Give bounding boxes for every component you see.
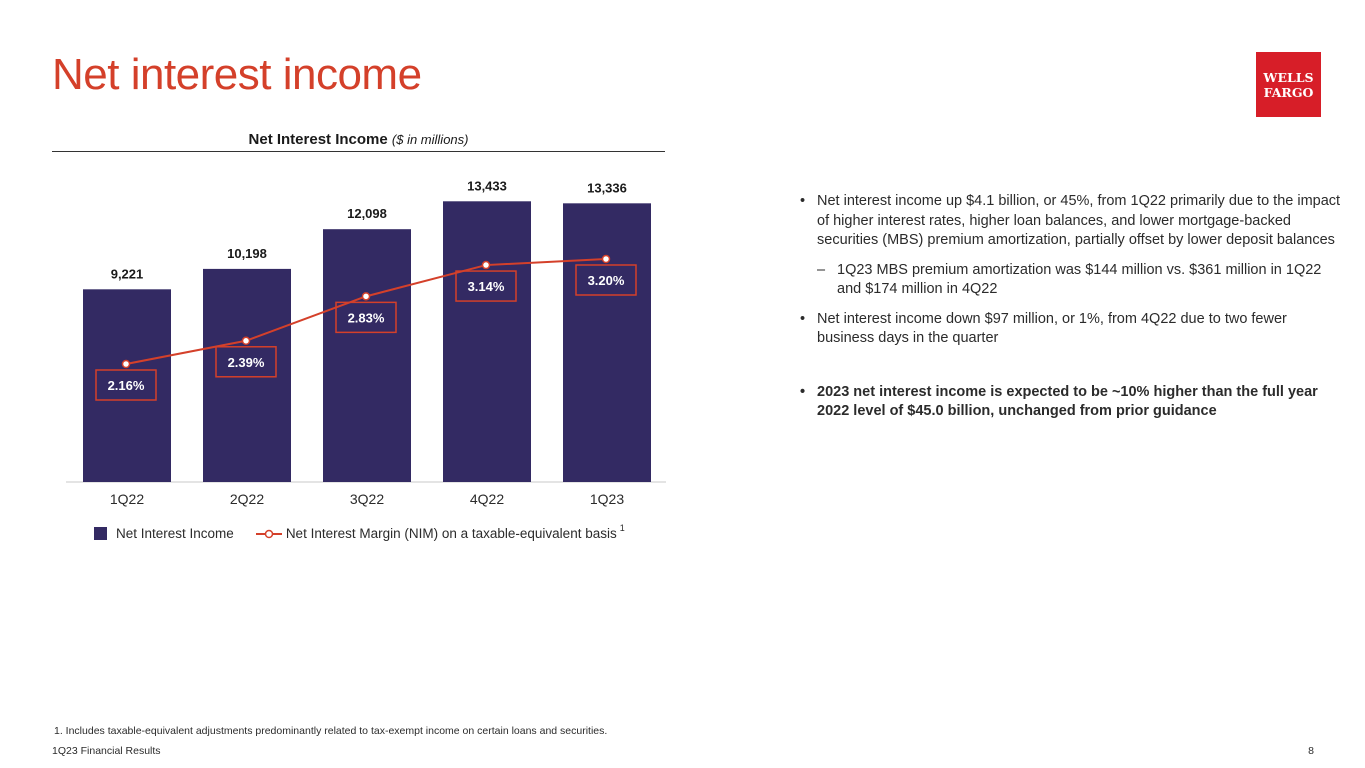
chart-title-rule xyxy=(52,151,665,152)
logo-line-2: FARGO xyxy=(1263,84,1314,100)
nim-label-box xyxy=(335,301,397,334)
logo-line-1: WELLS xyxy=(1263,69,1314,85)
page-title: Net interest income xyxy=(52,50,422,99)
bar-value-label: 13,336 xyxy=(587,180,627,195)
bullet-item-guidance: 2023 net interest income is expected to … xyxy=(798,383,1343,422)
sub-bullet-item: 1Q23 MBS premium amortization was $144 m… xyxy=(798,261,1343,300)
nim-value-label: 2.16% xyxy=(108,378,145,393)
nim-label-box xyxy=(575,264,637,296)
nim-point-2Q22 xyxy=(241,336,251,346)
commentary-bullets: Net interest income up $4.1 billion, or … xyxy=(798,192,1343,432)
nim-point-3Q22 xyxy=(361,292,371,301)
nim-value-label: 2.39% xyxy=(228,355,265,370)
net-interest-income-chart: 9,221 1Q22 10,198 2Q22 12,098 3Q22 13,433 4Q22 1… xyxy=(66,178,666,507)
nim-label-box xyxy=(95,369,157,401)
nim-label-box xyxy=(455,270,517,302)
footnote: 1. Includes taxable-equivalent adjustmen… xyxy=(54,725,608,737)
nim-value-label: 3.14% xyxy=(468,279,505,294)
bullet-item: Net interest income down $97 million, or… xyxy=(798,310,1343,349)
bar-4Q22 xyxy=(443,201,531,482)
nim-point-1Q22 xyxy=(121,359,131,369)
chart-title: Net Interest Income ($ in millions) xyxy=(52,131,665,148)
legend-bar-label: Net Interest Income xyxy=(116,526,234,541)
x-tick-label: 1Q23 xyxy=(590,491,624,507)
bullet-item: Net interest income up $4.1 billion, or … xyxy=(798,192,1343,251)
nim-value-label: 3.20% xyxy=(588,273,625,288)
nim-value-label: 2.83% xyxy=(348,310,385,325)
x-tick-label: 3Q22 xyxy=(350,491,384,507)
page-number: 8 xyxy=(1308,745,1314,757)
legend-line-label: Net Interest Margin (NIM) on a taxable-e… xyxy=(285,526,617,541)
nim-point-4Q22 xyxy=(481,260,491,270)
nim-point-1Q23 xyxy=(601,254,611,264)
bar-value-label: 10,198 xyxy=(227,246,267,261)
bar-1Q23 xyxy=(563,203,651,482)
wells-fargo-logo: WELLS FARGO xyxy=(1256,52,1321,117)
footer-report-name: 1Q23 Financial Results xyxy=(52,745,161,757)
bar-value-label: 12,098 xyxy=(347,206,387,221)
legend-bar-swatch xyxy=(94,527,107,540)
x-tick-label: 1Q22 xyxy=(110,491,144,507)
x-tick-label: 4Q22 xyxy=(470,491,504,507)
nim-label-box xyxy=(215,346,277,378)
chart-title-units: ($ in millions) xyxy=(391,132,469,147)
chart-legend: Net Interest Income Net Interest Margin … xyxy=(94,522,625,541)
bar-value-label: 9,221 xyxy=(111,266,144,281)
legend-footnote-marker: 1 xyxy=(619,522,625,533)
x-tick-label: 2Q22 xyxy=(230,491,264,507)
bar-value-label: 13,433 xyxy=(467,178,507,193)
chart-title-main: Net Interest Income xyxy=(248,131,388,148)
legend-line-marker-icon xyxy=(255,529,282,538)
bar-3Q22 xyxy=(323,229,411,482)
